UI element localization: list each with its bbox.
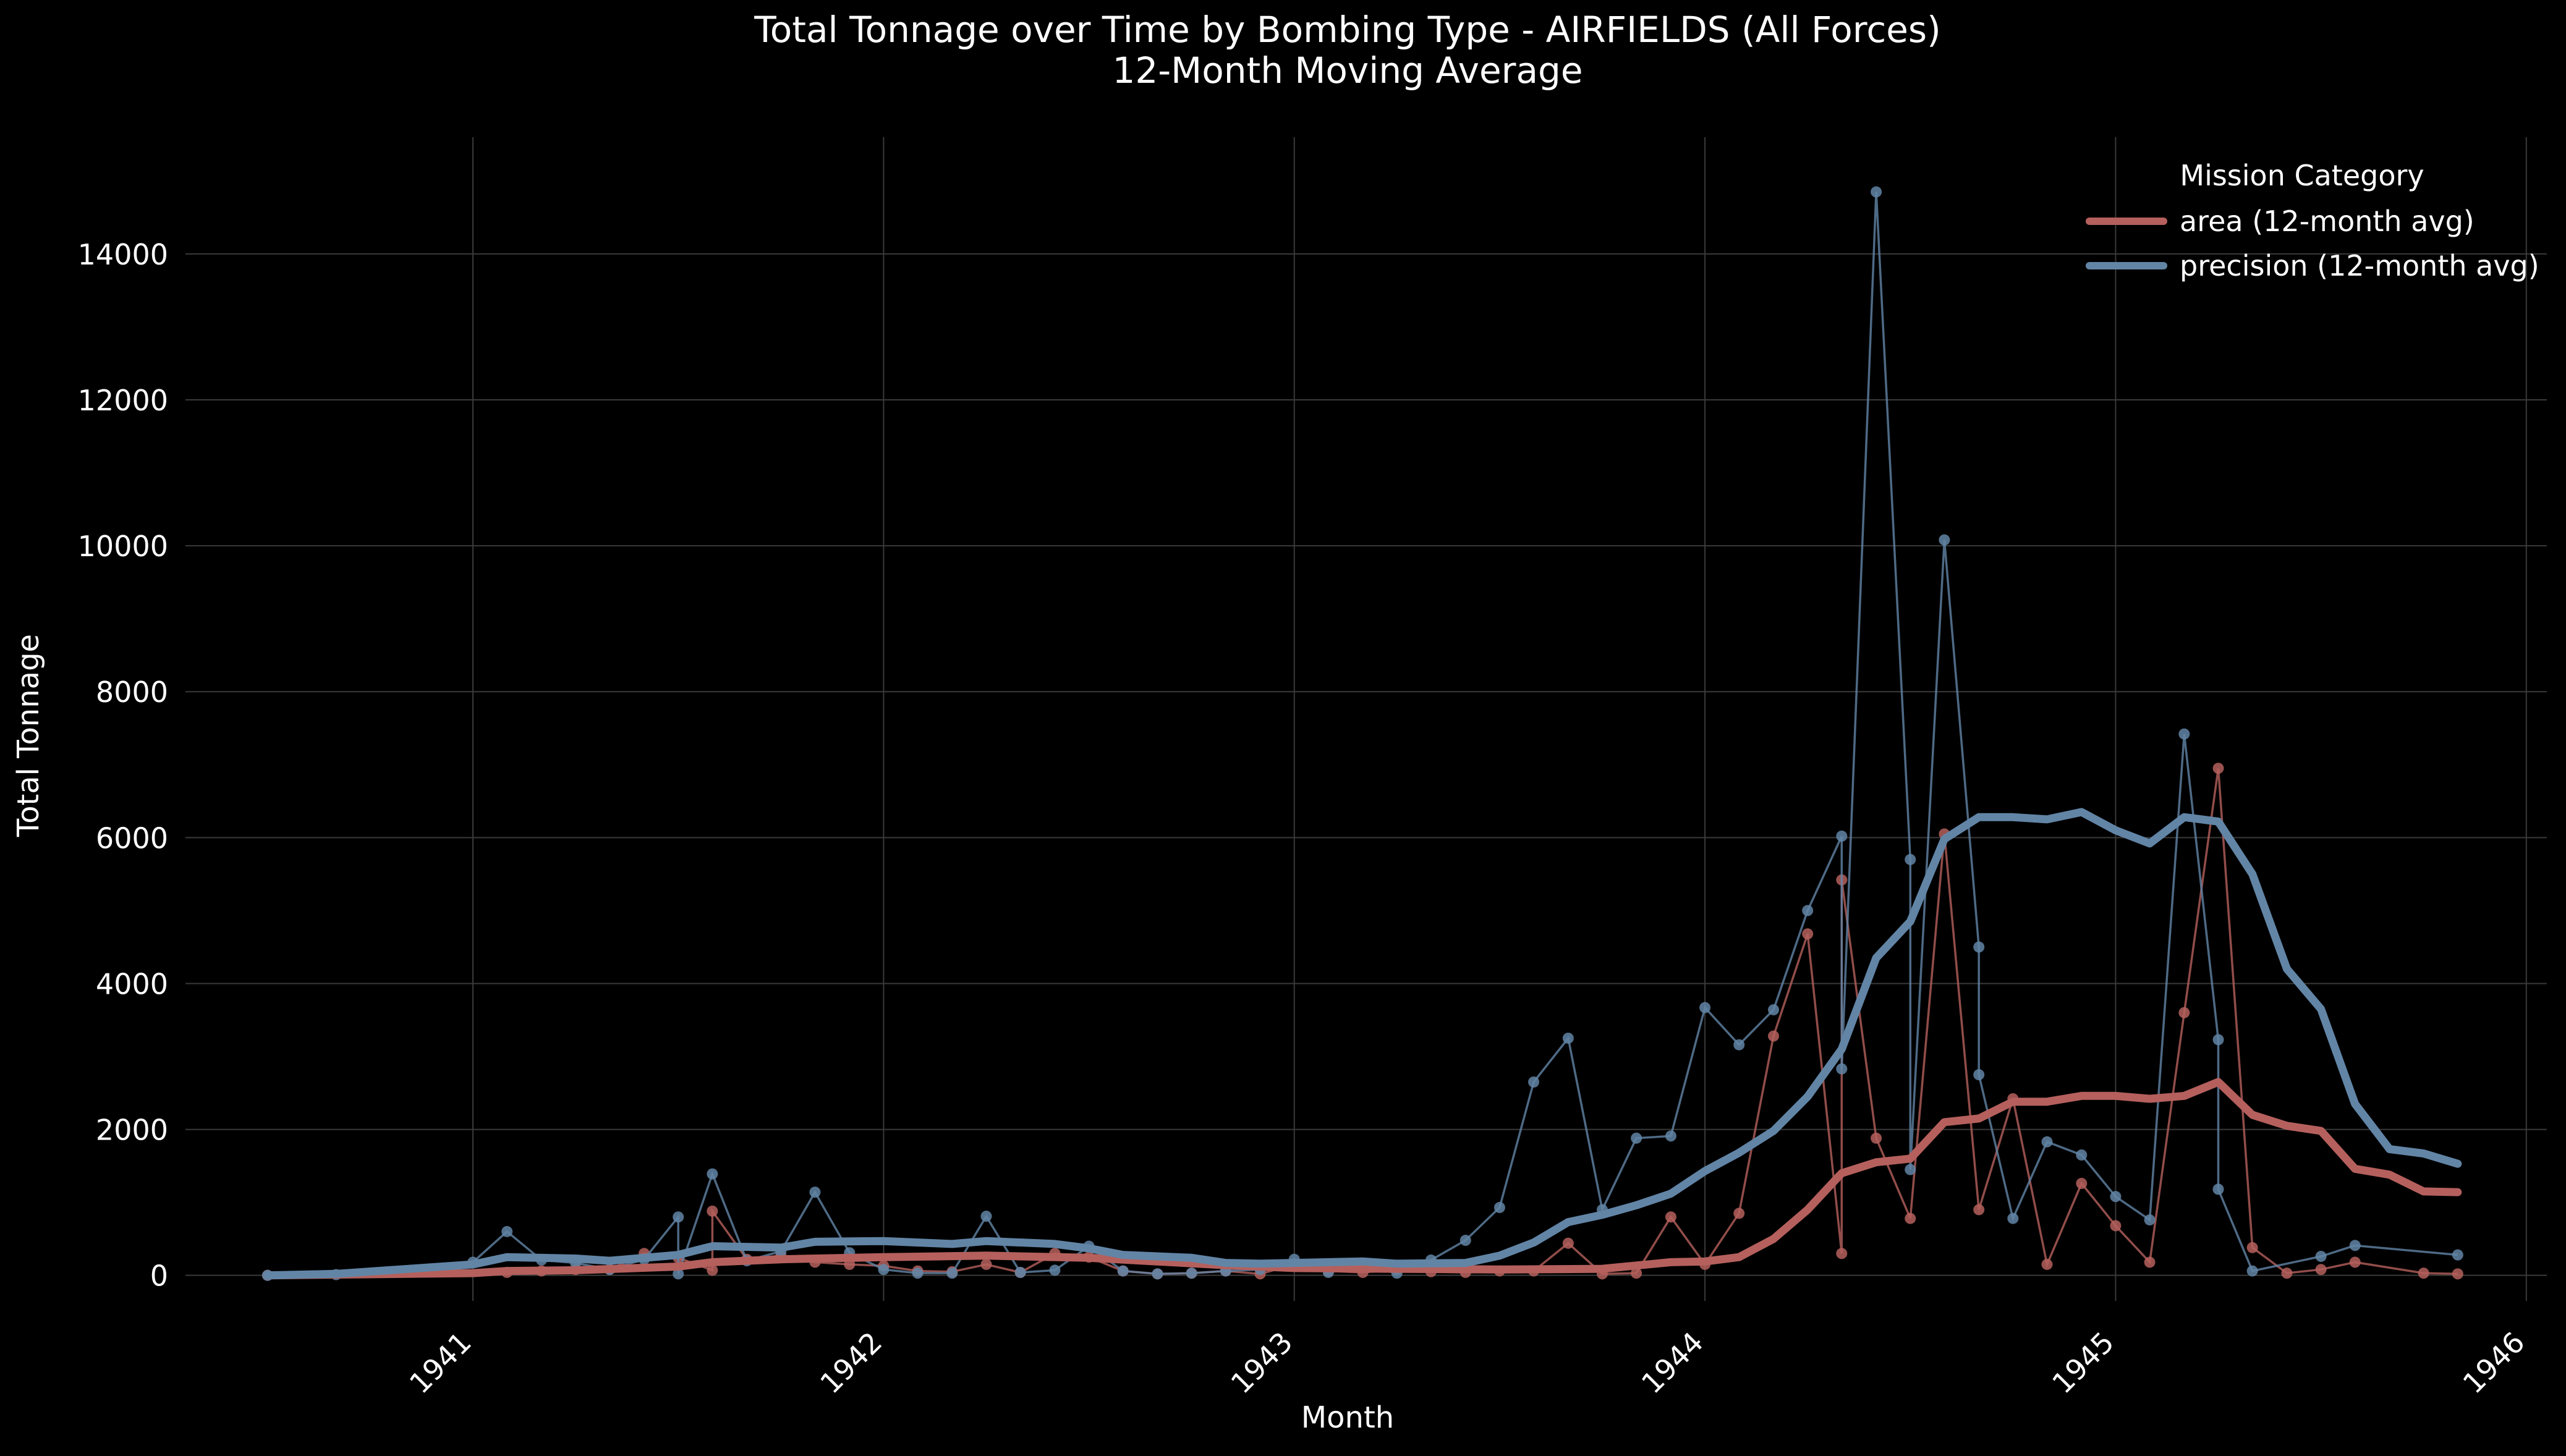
data-point-precision	[1014, 1266, 1026, 1278]
data-point-area	[1665, 1211, 1676, 1223]
data-point-precision	[1493, 1201, 1505, 1213]
data-point-precision	[1665, 1130, 1676, 1142]
data-point-precision	[1768, 1004, 1780, 1015]
data-point-area	[1631, 1268, 1642, 1279]
data-point-precision	[2144, 1214, 2156, 1225]
data-point-precision	[878, 1264, 890, 1276]
x-axis-label: Month	[1301, 1400, 1394, 1435]
data-point-precision	[2452, 1249, 2463, 1261]
y-tick-label: 12000	[78, 384, 168, 417]
data-point-precision	[2178, 728, 2190, 740]
data-point-area	[707, 1264, 718, 1276]
data-point-precision	[2041, 1136, 2053, 1148]
series-line-precision-12-month-avg	[263, 808, 2462, 1280]
y-tick-label: 6000	[96, 821, 168, 855]
legend: Mission Category area (12-month avg) pre…	[2086, 159, 2539, 282]
data-point-precision	[1973, 1069, 1985, 1081]
data-point-precision	[1802, 905, 1814, 916]
data-point-precision	[2246, 1265, 2258, 1277]
data-point-precision	[673, 1268, 684, 1280]
legend-label-area: area (12-month avg)	[2180, 205, 2475, 238]
y-tick-label: 14000	[78, 238, 168, 271]
data-point-area	[1905, 1213, 1916, 1224]
data-point-precision	[1836, 830, 1848, 842]
chart-subtitle: 12-Month Moving Average	[1112, 49, 1583, 91]
data-point-area	[1562, 1237, 1574, 1249]
data-point-precision	[707, 1168, 718, 1180]
data-point-area	[1836, 1248, 1848, 1259]
data-point-area	[2349, 1256, 2361, 1268]
data-point-precision	[809, 1187, 821, 1198]
data-point-area	[1768, 1030, 1780, 1042]
data-point-precision	[1836, 1063, 1848, 1075]
data-point-area	[2212, 763, 2224, 774]
y-tick-label: 2000	[96, 1114, 168, 1147]
data-point-area	[2144, 1256, 2156, 1268]
data-point-area	[2281, 1268, 2293, 1279]
data-point-precision	[2007, 1213, 2019, 1224]
series-line-area-12-month-avg	[263, 1078, 2462, 1280]
data-point-area	[707, 1205, 718, 1217]
chart-title: Total Tonnage over Time by Bombing Type …	[754, 9, 1941, 51]
data-point-precision	[1733, 1039, 1745, 1051]
data-point-area	[2452, 1268, 2463, 1280]
data-point-precision	[946, 1268, 958, 1279]
data-point-area	[1733, 1208, 1745, 1219]
data-point-area	[2246, 1242, 2258, 1253]
data-point-area	[2110, 1220, 2122, 1232]
data-point-precision	[1528, 1076, 1540, 1088]
data-point-area	[2418, 1268, 2429, 1279]
data-point-precision	[2076, 1149, 2088, 1161]
data-point-precision	[1699, 1002, 1711, 1014]
data-point-precision	[1871, 186, 1882, 198]
data-point-area	[1871, 1132, 1882, 1144]
legend-label-precision: precision (12-month avg)	[2180, 249, 2539, 282]
data-point-precision	[1049, 1264, 1061, 1276]
data-point-precision	[1905, 853, 1916, 865]
data-point-precision	[912, 1268, 924, 1279]
data-point-precision	[1631, 1132, 1642, 1144]
data-point-precision	[980, 1211, 992, 1222]
data-point-precision	[1939, 534, 1950, 546]
data-point-precision	[1117, 1265, 1129, 1277]
data-point-area	[2178, 1007, 2190, 1018]
data-point-precision	[673, 1211, 684, 1223]
data-point-precision	[2212, 1034, 2224, 1046]
legend-title: Mission Category	[2180, 159, 2424, 192]
data-point-precision	[501, 1225, 513, 1237]
data-point-area	[2041, 1258, 2053, 1270]
data-point-precision	[2212, 1183, 2224, 1195]
data-point-precision	[1186, 1268, 1197, 1279]
data-point-precision	[1973, 941, 1985, 953]
data-point-precision	[1905, 1164, 1916, 1175]
data-point-area	[2315, 1264, 2327, 1276]
y-tick-label: 4000	[96, 967, 168, 1001]
data-point-precision	[1459, 1235, 1471, 1246]
data-point-precision	[2110, 1191, 2122, 1203]
data-point-area	[2076, 1177, 2088, 1189]
data-point-precision	[1562, 1032, 1574, 1044]
y-tick-label: 8000	[96, 675, 168, 709]
data-point-precision	[1152, 1268, 1163, 1280]
data-point-precision	[2349, 1240, 2361, 1251]
data-point-area	[980, 1258, 992, 1270]
moving-average-layer	[263, 808, 2462, 1280]
data-point-area	[1802, 928, 1814, 940]
y-axis-label: Total Tonnage	[11, 634, 46, 837]
y-tick-label: 10000	[78, 530, 168, 563]
data-point-precision	[2315, 1250, 2327, 1262]
grid	[185, 137, 2547, 1301]
data-point-area	[1973, 1204, 1985, 1216]
y-tick-label: 0	[150, 1259, 168, 1293]
